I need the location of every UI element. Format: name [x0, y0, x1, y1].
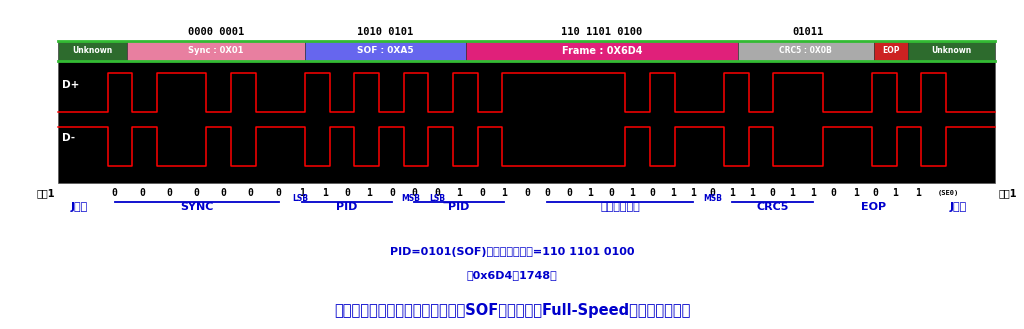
- Text: Unknown: Unknown: [73, 46, 113, 56]
- Text: Sync : 0X01: Sync : 0X01: [188, 46, 244, 56]
- Text: 0: 0: [710, 188, 716, 198]
- Text: 0: 0: [412, 188, 418, 198]
- Text: (SE0): (SE0): [938, 190, 959, 196]
- Text: 0: 0: [275, 188, 282, 198]
- Text: フレーム番号: フレーム番号: [601, 202, 640, 212]
- Text: 1: 1: [690, 188, 695, 198]
- Text: D-: D-: [62, 134, 76, 143]
- Text: 1: 1: [790, 188, 795, 198]
- Text: SYNC: SYNC: [180, 202, 214, 212]
- Bar: [58, 41, 127, 61]
- Text: LSB: LSB: [292, 194, 308, 203]
- Text: 1010 0101: 1010 0101: [357, 27, 414, 37]
- Bar: [58, 61, 995, 183]
- Text: 1: 1: [323, 188, 329, 198]
- Bar: [737, 41, 873, 61]
- Text: 0000 0001: 0000 0001: [187, 27, 244, 37]
- Text: 0: 0: [608, 188, 614, 198]
- Text: 0: 0: [649, 188, 655, 198]
- Bar: [305, 41, 466, 61]
- Text: 0: 0: [389, 188, 395, 198]
- Text: 1: 1: [670, 188, 676, 198]
- Text: CRC5 : 0X0B: CRC5 : 0X0B: [779, 46, 831, 56]
- Text: 1: 1: [915, 188, 922, 198]
- Text: 0: 0: [139, 188, 145, 198]
- Text: SOF : 0XA5: SOF : 0XA5: [357, 46, 414, 56]
- Text: 0: 0: [166, 188, 172, 198]
- Text: 1: 1: [749, 188, 755, 198]
- Text: EOP: EOP: [861, 202, 886, 212]
- Text: EOP: EOP: [882, 46, 900, 56]
- Text: CRC5: CRC5: [756, 202, 788, 212]
- Text: 1: 1: [299, 188, 305, 198]
- Text: Frame : 0X6D4: Frame : 0X6D4: [561, 46, 642, 56]
- Text: 1: 1: [587, 188, 593, 198]
- Text: 0: 0: [248, 188, 253, 198]
- Text: 1: 1: [457, 188, 462, 198]
- Text: 0: 0: [830, 188, 837, 198]
- Text: 0: 0: [220, 188, 226, 198]
- Text: LSB: LSB: [429, 194, 444, 203]
- Text: PID: PID: [336, 202, 357, 212]
- Bar: [466, 41, 737, 61]
- Text: 1: 1: [629, 188, 635, 198]
- Text: MSB: MSB: [702, 194, 722, 203]
- Text: 1: 1: [853, 188, 859, 198]
- Text: 0: 0: [344, 188, 350, 198]
- Text: 差務1: 差務1: [37, 188, 55, 198]
- Text: （0x6D4：1748）: （0x6D4：1748）: [467, 270, 557, 280]
- Bar: [908, 41, 995, 61]
- Text: D+: D+: [62, 80, 80, 90]
- Text: PID=0101(SOF)　フレーム番号=110 1101 0100: PID=0101(SOF) フレーム番号=110 1101 0100: [390, 247, 634, 257]
- Text: 01011: 01011: [793, 27, 823, 37]
- Text: 0: 0: [194, 188, 199, 198]
- Text: 0: 0: [872, 188, 879, 198]
- Text: ̅PID: ̅PID: [449, 202, 470, 212]
- Bar: [127, 41, 305, 61]
- Text: Unknown: Unknown: [932, 46, 972, 56]
- Text: 0: 0: [566, 188, 572, 198]
- Text: 0: 0: [112, 188, 118, 198]
- Text: 1: 1: [892, 188, 898, 198]
- Text: ロジアナによるデータ信号解析（SOFパケット　Full-Speedモードの場合）: ロジアナによるデータ信号解析（SOFパケット Full-Speedモードの場合）: [334, 303, 690, 318]
- Text: MSB: MSB: [401, 194, 420, 203]
- Text: 0: 0: [524, 188, 529, 198]
- Text: 1: 1: [367, 188, 373, 198]
- Text: 0: 0: [434, 188, 440, 198]
- Text: 0: 0: [479, 188, 484, 198]
- Bar: [873, 41, 908, 61]
- Text: 1: 1: [502, 188, 507, 198]
- Text: 1: 1: [810, 188, 815, 198]
- Text: J状態: J状態: [71, 202, 88, 212]
- Text: J状態: J状態: [949, 202, 967, 212]
- Text: 0: 0: [545, 188, 550, 198]
- Text: 0: 0: [769, 188, 775, 198]
- Text: 差務1: 差務1: [998, 188, 1017, 198]
- Text: 1: 1: [729, 188, 735, 198]
- Text: 110 1101 0100: 110 1101 0100: [561, 27, 642, 37]
